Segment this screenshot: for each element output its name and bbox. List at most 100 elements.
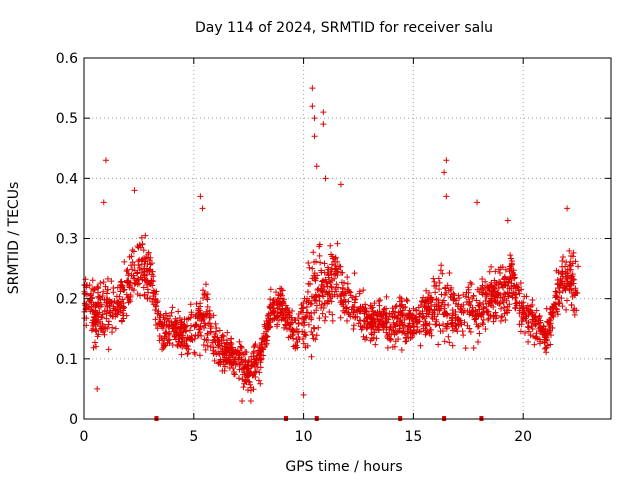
data-point xyxy=(263,340,270,347)
data-point xyxy=(350,325,357,332)
data-point xyxy=(558,278,565,285)
data-point xyxy=(279,300,286,307)
data-point xyxy=(415,304,422,311)
data-point xyxy=(339,301,346,308)
data-point xyxy=(166,336,173,343)
data-point xyxy=(159,337,166,344)
data-point xyxy=(304,288,311,295)
data-point xyxy=(507,252,514,259)
data-point xyxy=(225,344,232,351)
data-point xyxy=(129,266,136,273)
data-point xyxy=(436,286,443,293)
data-point xyxy=(191,323,198,330)
data-point xyxy=(130,287,137,294)
data-point xyxy=(103,315,110,322)
data-point xyxy=(181,316,188,323)
data-point xyxy=(505,293,512,300)
data-point xyxy=(295,315,302,321)
data-point xyxy=(196,310,203,317)
data-point xyxy=(388,331,395,338)
data-point xyxy=(177,342,184,349)
data-point xyxy=(169,341,176,348)
data-point xyxy=(473,297,480,304)
data-point xyxy=(416,318,423,325)
data-point xyxy=(111,297,118,304)
data-point xyxy=(259,336,266,343)
data-point xyxy=(552,288,559,295)
data-point xyxy=(469,295,476,302)
data-point xyxy=(439,270,446,277)
data-point xyxy=(543,334,550,341)
data-point xyxy=(200,311,207,318)
data-point xyxy=(89,308,96,315)
data-point xyxy=(207,329,214,336)
data-point xyxy=(129,259,136,266)
data-point xyxy=(301,314,308,321)
data-point xyxy=(518,318,525,325)
data-point xyxy=(249,361,256,368)
data-point xyxy=(290,327,297,334)
data-point xyxy=(356,290,363,297)
data-point xyxy=(418,328,425,335)
data-point xyxy=(543,349,550,356)
data-point xyxy=(352,314,359,321)
data-point xyxy=(412,316,419,323)
data-point xyxy=(318,269,325,276)
x-tick-label: 5 xyxy=(189,429,198,445)
data-point xyxy=(549,310,556,317)
data-point xyxy=(278,316,285,323)
data-point xyxy=(537,328,544,335)
data-point xyxy=(170,328,177,335)
data-point xyxy=(441,291,448,298)
data-point xyxy=(201,320,208,327)
data-point xyxy=(94,320,101,327)
data-point xyxy=(389,305,396,312)
data-point xyxy=(199,205,206,212)
data-point xyxy=(245,357,252,364)
data-point xyxy=(343,305,350,312)
data-point xyxy=(192,312,199,319)
data-point xyxy=(374,323,381,330)
data-point xyxy=(417,342,424,349)
data-point xyxy=(320,304,327,311)
data-point xyxy=(357,305,364,312)
data-point xyxy=(425,298,432,305)
data-point xyxy=(355,320,362,327)
data-point xyxy=(187,301,194,308)
data-point xyxy=(269,309,276,316)
data-point xyxy=(502,317,509,324)
data-point xyxy=(524,323,531,330)
data-point xyxy=(159,325,166,332)
data-point xyxy=(341,290,348,297)
data-point xyxy=(215,337,222,344)
data-point xyxy=(393,303,400,310)
data-point xyxy=(413,307,420,314)
data-point xyxy=(184,334,191,341)
data-point xyxy=(303,303,310,310)
data-point xyxy=(232,356,239,363)
data-point xyxy=(210,350,217,357)
data-point xyxy=(150,293,157,300)
data-point xyxy=(177,331,184,338)
data-point xyxy=(443,325,450,332)
data-point xyxy=(219,345,226,352)
data-point xyxy=(274,321,281,328)
data-point xyxy=(171,333,178,340)
data-point xyxy=(506,268,513,275)
data-point xyxy=(104,286,111,293)
data-point xyxy=(322,288,329,295)
data-point xyxy=(569,260,576,267)
data-point xyxy=(339,284,346,291)
data-point xyxy=(299,336,306,342)
data-point xyxy=(385,335,392,342)
data-point xyxy=(437,328,444,335)
data-point xyxy=(97,280,104,287)
data-point xyxy=(124,266,131,273)
data-point xyxy=(146,266,153,273)
data-point xyxy=(546,329,553,336)
data-point xyxy=(476,330,483,337)
data-point xyxy=(277,310,284,317)
data-point xyxy=(333,281,340,288)
data-point xyxy=(184,351,191,358)
data-point xyxy=(566,282,573,289)
